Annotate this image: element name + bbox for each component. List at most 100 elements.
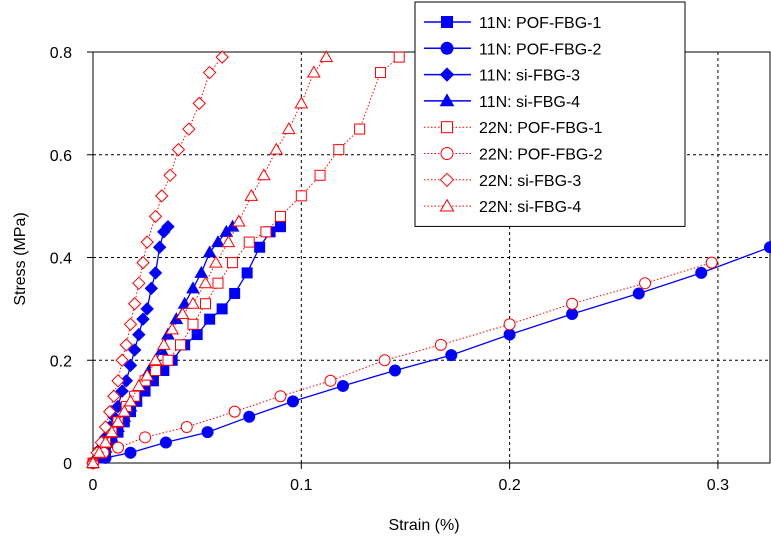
data-point xyxy=(201,426,214,439)
data-point xyxy=(243,410,256,423)
data-point xyxy=(295,190,307,202)
data-point xyxy=(286,395,299,408)
data-point xyxy=(187,318,199,330)
data-point xyxy=(198,276,213,289)
data-point xyxy=(202,65,217,80)
data-point xyxy=(111,414,125,427)
data-point xyxy=(378,354,391,367)
y-tick-label: 0.8 xyxy=(50,45,72,62)
data-point xyxy=(124,446,137,459)
data-point xyxy=(111,374,125,388)
data-point xyxy=(180,421,193,434)
legend: 11N: POF-FBG-1 11N: POF-FBG-2 11N: si-FBG-… xyxy=(414,1,686,227)
legend-label: 22N: si-FBG-3 xyxy=(479,173,581,190)
data-point xyxy=(241,267,253,279)
data-point xyxy=(127,297,142,311)
data-point xyxy=(274,210,286,222)
x-tick-label: 0.3 xyxy=(707,477,729,494)
data-point xyxy=(86,455,100,468)
legend-item: 11N: si-FBG-4 xyxy=(424,93,580,111)
data-point xyxy=(182,122,196,136)
data-point xyxy=(389,364,402,377)
y-tick-label: 0.2 xyxy=(50,353,72,370)
data-point xyxy=(139,431,152,444)
data-point xyxy=(148,353,163,366)
data-point xyxy=(333,144,345,156)
data-point xyxy=(131,378,146,391)
data-point xyxy=(102,404,117,419)
data-point xyxy=(319,50,334,63)
y-tick-label: 0.4 xyxy=(50,251,72,268)
data-point xyxy=(136,312,150,326)
data-point xyxy=(92,445,107,458)
data-point xyxy=(231,214,246,227)
y-axis: 0 0.2 0.4 0.6 0.8 xyxy=(50,45,93,473)
data-point xyxy=(177,296,192,309)
legend-marker xyxy=(439,172,455,188)
x-axis: 0 0.1 0.2 0.3 xyxy=(89,463,729,494)
data-point xyxy=(244,188,259,201)
data-point xyxy=(174,339,186,351)
series-layer xyxy=(86,50,771,470)
x-tick-label: 0 xyxy=(89,477,98,494)
legend-label: 11N: POF-FBG-1 xyxy=(479,15,601,32)
data-point xyxy=(186,281,200,294)
legend-marker xyxy=(439,198,455,212)
data-point xyxy=(199,298,211,310)
data-point xyxy=(144,281,159,296)
data-point xyxy=(215,50,229,64)
series-3 xyxy=(86,219,175,470)
x-axis-title: Strain (%) xyxy=(388,517,459,534)
data-point xyxy=(115,353,129,367)
data-point xyxy=(209,255,223,268)
legend-marker xyxy=(440,41,454,55)
data-point xyxy=(111,441,124,454)
data-point xyxy=(98,435,113,448)
data-point xyxy=(140,302,154,316)
data-point xyxy=(140,368,155,381)
data-point xyxy=(269,142,284,155)
legend-item: 22N: si-FBG-3 xyxy=(424,172,581,190)
legend-label: 11N: si-FBG-3 xyxy=(479,68,580,85)
data-point xyxy=(204,313,216,325)
data-point xyxy=(566,308,579,321)
data-point xyxy=(336,379,349,392)
data-point xyxy=(123,358,138,373)
series-line xyxy=(92,246,771,464)
data-point xyxy=(212,277,224,289)
data-point xyxy=(434,338,447,351)
data-point xyxy=(132,276,146,290)
data-point xyxy=(221,235,236,248)
data-point xyxy=(274,221,286,233)
data-point xyxy=(162,354,174,366)
data-point xyxy=(136,255,150,270)
data-point xyxy=(256,168,271,181)
data-point xyxy=(639,277,652,290)
data-point xyxy=(156,337,171,350)
legend-item: 11N: POF-FBG-1 xyxy=(424,15,601,32)
data-point xyxy=(191,329,203,341)
y-tick-label: 0 xyxy=(63,456,72,473)
legend-item: 11N: POF-FBG-2 xyxy=(424,41,601,58)
data-point xyxy=(202,245,217,258)
data-point xyxy=(148,266,163,280)
series-8 xyxy=(86,50,334,468)
data-point xyxy=(354,123,366,135)
data-point xyxy=(281,122,296,135)
data-point xyxy=(503,318,516,331)
data-point xyxy=(148,209,163,224)
data-point xyxy=(159,436,172,449)
y-tick-label: 0.6 xyxy=(50,148,72,165)
data-point xyxy=(117,404,132,417)
data-point xyxy=(152,240,167,254)
x-tick-label: 0.1 xyxy=(290,477,312,494)
data-point xyxy=(566,297,579,310)
data-point xyxy=(175,307,190,320)
data-point xyxy=(194,265,209,278)
series-2 xyxy=(87,241,771,469)
data-point xyxy=(705,256,718,269)
data-point xyxy=(243,236,255,248)
legend-marker xyxy=(440,147,454,160)
data-point xyxy=(98,420,113,434)
